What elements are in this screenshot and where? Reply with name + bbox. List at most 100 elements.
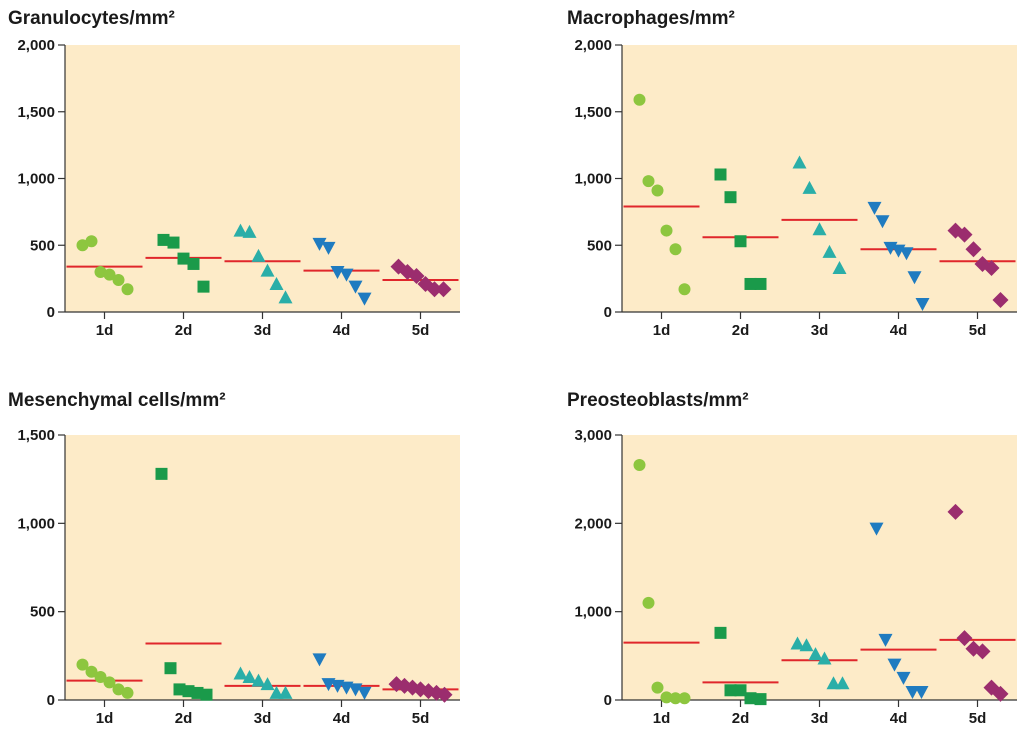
- x-tick-label: 4d: [890, 322, 908, 339]
- data-point: [983, 259, 1000, 276]
- panel-macrophages: Macrophages/mm² 0 500 1,000 1,500 2,000 1d 2d 3…: [505, 0, 1025, 360]
- panel-preosteoblasts: Preosteoblasts/mm² 0 1,000 2,000 3,000 1d 2d 3…: [505, 390, 1025, 731]
- data-point: [914, 686, 929, 700]
- data-point: [887, 658, 902, 672]
- data-point: [790, 636, 805, 650]
- data-point: [399, 263, 416, 280]
- data-point: [992, 291, 1009, 308]
- data-point: [678, 283, 691, 296]
- y-tick-label: 1,500: [574, 104, 612, 121]
- data-point: [965, 241, 982, 258]
- data-point: [428, 684, 445, 701]
- data-point: [251, 673, 266, 687]
- data-point: [242, 224, 257, 238]
- data-point: [869, 522, 884, 536]
- data-point: [260, 677, 275, 691]
- y-tick-label: 500: [30, 237, 55, 254]
- x-tick-label: 5d: [412, 322, 430, 339]
- x-tick-label: 2d: [175, 322, 193, 339]
- data-point: [714, 626, 727, 639]
- data-point: [905, 686, 920, 700]
- y-tick-label: 500: [30, 604, 55, 621]
- x-tick-label: 3d: [811, 710, 829, 727]
- y-tick-label: 2,000: [574, 37, 612, 54]
- data-point: [157, 233, 170, 246]
- y-tick-label: 2,000: [17, 37, 55, 54]
- data-point: [802, 180, 817, 194]
- data-point: [660, 691, 673, 704]
- data-point: [734, 235, 747, 248]
- data-point: [822, 244, 837, 258]
- data-point: [408, 267, 425, 284]
- data-point: [112, 273, 125, 286]
- preosteoblasts-plot: 0 1,000 2,000 3,000 1d 2d 3d 4d 5d: [574, 427, 1017, 727]
- plot-area: [622, 45, 1017, 312]
- data-point: [187, 257, 200, 270]
- data-point: [724, 684, 737, 697]
- data-point: [956, 630, 973, 647]
- data-point: [121, 686, 134, 699]
- x-tick-label: 3d: [254, 322, 272, 339]
- data-point: [754, 277, 767, 290]
- y-tick-label: 2,000: [574, 515, 612, 532]
- data-point: [907, 271, 922, 285]
- mesenchymal-plot: 0 500 1,000 1,500 1d 2d 3d 4d 5d: [17, 427, 460, 727]
- data-point: [817, 651, 832, 665]
- data-point: [251, 248, 266, 262]
- x-tick-label: 4d: [333, 710, 351, 727]
- data-point: [412, 681, 429, 698]
- data-point: [357, 686, 372, 700]
- data-point: [197, 280, 210, 293]
- x-tick-label: 4d: [333, 322, 351, 339]
- data-point: [85, 665, 98, 678]
- data-point: [792, 155, 807, 169]
- chart-title: Mesenchymal cells/mm²: [8, 390, 226, 411]
- data-point: [633, 93, 646, 106]
- data-point: [899, 247, 914, 261]
- y-tick-label: 0: [47, 692, 55, 709]
- data-point: [835, 676, 850, 690]
- panel-mesenchymal: Mesenchymal cells/mm² 0 500 1,000 1,500 1d 2d…: [0, 390, 510, 731]
- data-point: [669, 243, 682, 256]
- data-point: [660, 224, 673, 237]
- y-tick-label: 0: [47, 304, 55, 321]
- data-point: [269, 276, 284, 290]
- x-tick-label: 3d: [254, 710, 272, 727]
- chart-title: Preosteoblasts/mm²: [567, 390, 749, 411]
- data-point: [915, 297, 930, 311]
- data-point: [321, 241, 336, 255]
- y-tick-label: 1,000: [574, 604, 612, 621]
- y-tick-label: 1,500: [17, 427, 55, 444]
- data-point: [642, 596, 655, 609]
- data-point: [348, 683, 363, 697]
- data-point: [103, 268, 116, 281]
- data-point: [348, 280, 363, 294]
- data-point: [799, 638, 814, 652]
- data-point: [103, 676, 116, 689]
- y-tick-label: 3,000: [574, 427, 612, 444]
- data-point: [956, 226, 973, 243]
- data-point: [812, 222, 827, 236]
- y-tick-label: 0: [604, 304, 612, 321]
- data-point: [94, 265, 107, 278]
- x-tick-label: 5d: [969, 710, 987, 727]
- data-point: [642, 175, 655, 188]
- data-point: [754, 693, 767, 706]
- data-point: [992, 685, 1009, 702]
- data-point: [808, 647, 823, 661]
- y-tick-label: 1,000: [17, 171, 55, 188]
- x-tick-label: 4d: [890, 710, 908, 727]
- y-tick-label: 500: [587, 237, 612, 254]
- data-point: [875, 215, 890, 229]
- x-tick-label: 3d: [811, 322, 829, 339]
- data-point: [744, 277, 757, 290]
- data-point: [278, 290, 293, 304]
- data-point: [357, 292, 372, 306]
- data-point: [651, 184, 664, 197]
- data-point: [435, 281, 452, 298]
- y-tick-label: 1,000: [17, 515, 55, 532]
- data-point: [312, 653, 327, 667]
- data-point: [269, 685, 284, 699]
- plot-area: [65, 435, 460, 700]
- chart-title: Macrophages/mm²: [567, 8, 735, 29]
